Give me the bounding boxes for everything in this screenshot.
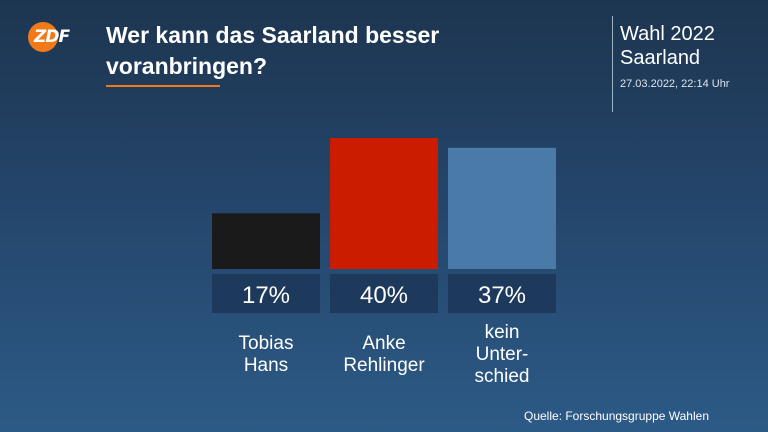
category-label-2: kein Unter-schied (475, 322, 530, 387)
zdf-logo-text: ZDF (34, 27, 70, 47)
value-label-1: 40% (360, 282, 408, 309)
category-label-0: Tobias Hans (239, 333, 294, 376)
bar-0 (212, 213, 320, 269)
chart-title: Wer kann das Saarland besser voranbringe… (106, 22, 440, 79)
zdf-logo-icon: ZDF (28, 22, 70, 52)
value-label-box-2 (448, 274, 556, 313)
bar-2 (448, 147, 556, 269)
category-label-1: Anke Rehlinger (343, 333, 425, 376)
value-label-2: 37% (478, 282, 526, 309)
title-underline (106, 85, 220, 87)
bar-1 (330, 138, 438, 269)
source-note: Quelle: Forschungsgruppe Wahlen (524, 409, 709, 423)
zdf-logo: ZDF (28, 22, 70, 52)
header-divider (612, 16, 613, 112)
election-title: Wahl 2022 Saarland (620, 23, 715, 69)
value-label-box-0 (212, 274, 320, 313)
election-date: 27.03.2022, 22:14 Uhr (620, 78, 730, 90)
value-label-0: 17% (242, 282, 290, 309)
value-label-box-1 (330, 274, 438, 313)
